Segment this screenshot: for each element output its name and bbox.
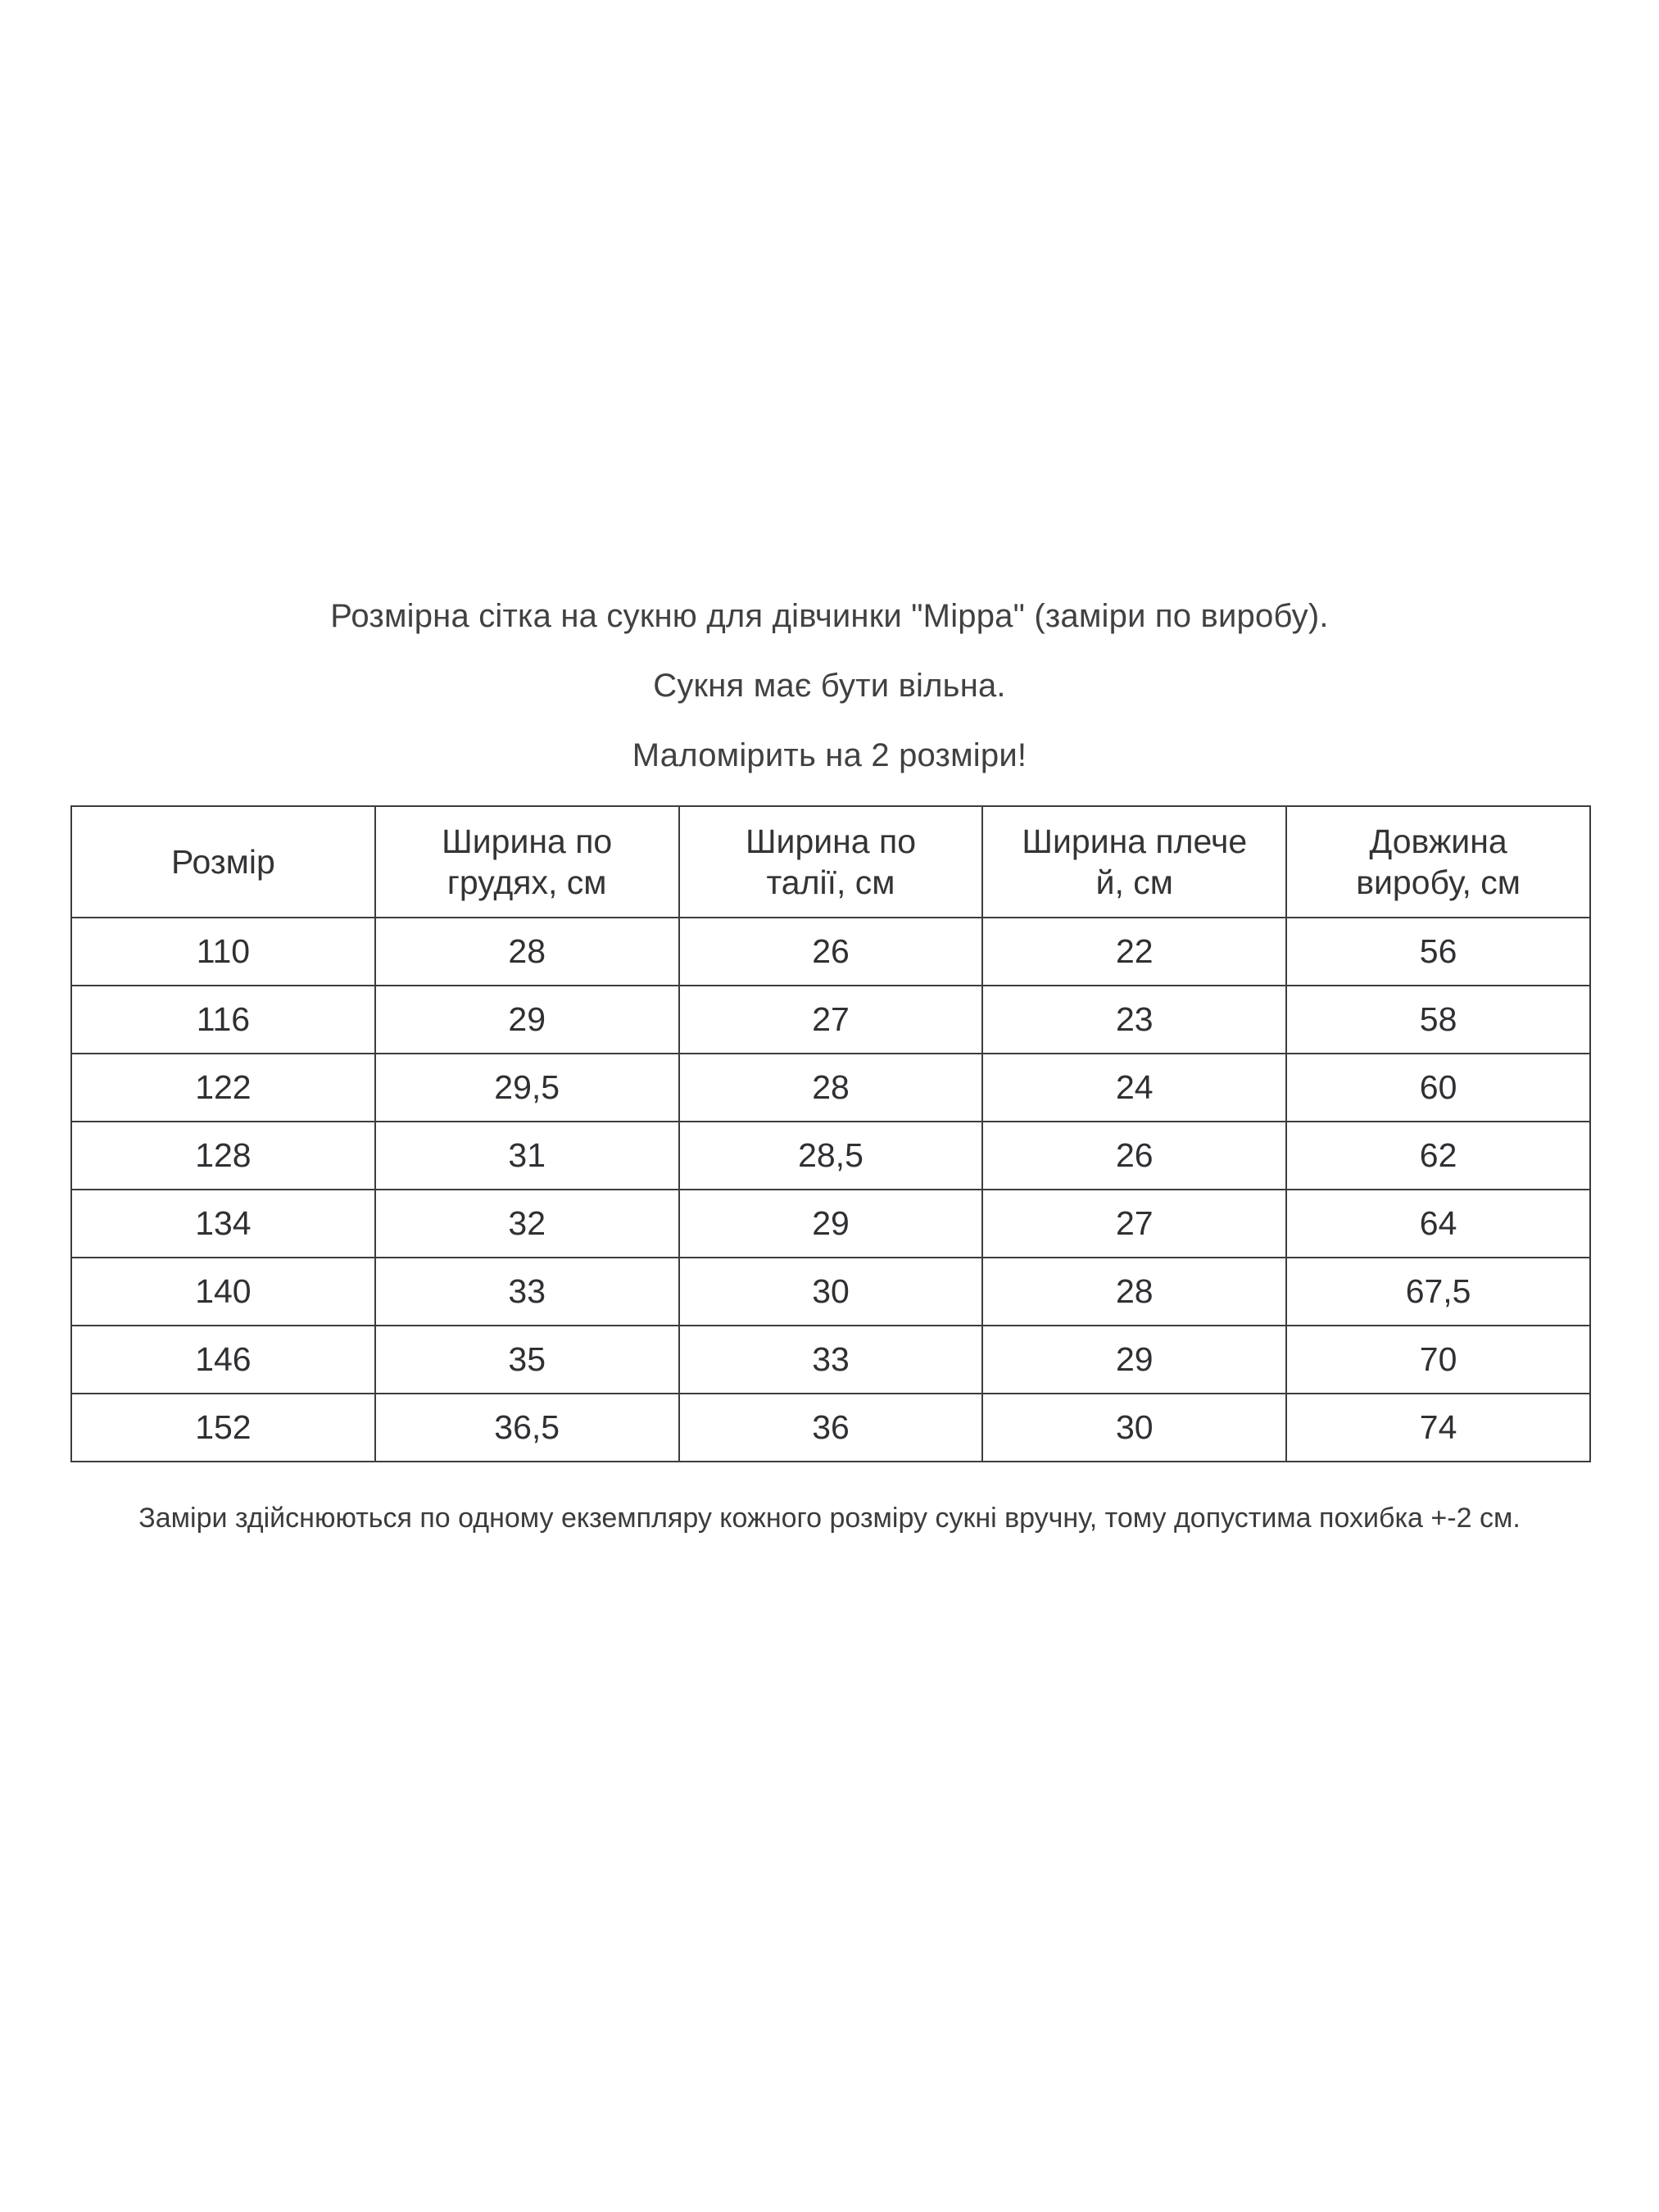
col-header-waist-width: Ширина по талії, см xyxy=(678,805,984,918)
page-title: Розмірна сітка на сукню для дівчинки "Мі… xyxy=(330,598,1329,634)
table-cell: 22 xyxy=(981,917,1288,986)
measurement-tolerance-note: Заміри здійснюються по одному екземпляру… xyxy=(138,1503,1521,1534)
table-cell: 33 xyxy=(374,1257,680,1326)
table-cell: 116 xyxy=(70,985,376,1054)
table-cell: 140 xyxy=(70,1257,376,1326)
table-cell: 56 xyxy=(1285,917,1591,986)
header-row: Розмір Ширина по грудях, см Ширина по та… xyxy=(70,805,1591,918)
table-cell: 152 xyxy=(70,1393,376,1462)
table-cell: 122 xyxy=(70,1053,376,1122)
table-cell: 29 xyxy=(374,985,680,1054)
table-cell: 26 xyxy=(678,917,984,986)
table-cell: 67,5 xyxy=(1285,1257,1591,1326)
col-header-product-length: Довжина виробу, см xyxy=(1285,805,1591,918)
table-cell: 110 xyxy=(70,917,376,986)
table-cell: 36 xyxy=(678,1393,984,1462)
col-header-size: Розмір xyxy=(70,805,376,918)
table-cell: 30 xyxy=(678,1257,984,1326)
table-cell: 33 xyxy=(678,1325,984,1394)
table-cell: 29,5 xyxy=(374,1053,680,1122)
table-cell: 26 xyxy=(981,1121,1288,1190)
table-cell: 23 xyxy=(981,985,1288,1054)
col-header-chest-width: Ширина по грудях, см xyxy=(374,805,680,918)
table-row: 122 29,5 28 24 60 xyxy=(70,1053,1591,1122)
table-cell: 29 xyxy=(678,1189,984,1258)
table-cell: 32 xyxy=(374,1189,680,1258)
table-cell: 27 xyxy=(981,1189,1288,1258)
col-header-shoulder-width: Ширина плече й, см xyxy=(981,805,1288,918)
table-cell: 28 xyxy=(374,917,680,986)
table-row: 140 33 30 28 67,5 xyxy=(70,1257,1591,1326)
size-chart-table: Розмір Ширина по грудях, см Ширина по та… xyxy=(70,805,1591,1462)
table-row: 134 32 29 27 64 xyxy=(70,1189,1591,1258)
size-chart-body: 110 28 26 22 56 116 29 27 23 58 122 29,5 28 24 60 128 31… xyxy=(70,917,1591,1462)
table-cell: 35 xyxy=(374,1325,680,1394)
table-cell: 24 xyxy=(981,1053,1288,1122)
table-row: 146 35 33 29 70 xyxy=(70,1325,1591,1394)
table-cell: 31 xyxy=(374,1121,680,1190)
table-cell: 146 xyxy=(70,1325,376,1394)
table-cell: 30 xyxy=(981,1393,1288,1462)
table-row: 128 31 28,5 26 62 xyxy=(70,1121,1591,1190)
table-cell: 128 xyxy=(70,1121,376,1190)
table-cell: 64 xyxy=(1285,1189,1591,1258)
table-cell: 28 xyxy=(981,1257,1288,1326)
table-row: 110 28 26 22 56 xyxy=(70,917,1591,986)
table-cell: 62 xyxy=(1285,1121,1591,1190)
table-cell: 134 xyxy=(70,1189,376,1258)
table-cell: 36,5 xyxy=(374,1393,680,1462)
table-cell: 70 xyxy=(1285,1325,1591,1394)
table-cell: 27 xyxy=(678,985,984,1054)
table-cell: 58 xyxy=(1285,985,1591,1054)
table-cell: 28 xyxy=(678,1053,984,1122)
table-row: 152 36,5 36 30 74 xyxy=(70,1393,1591,1462)
subtitle-sizing-warning: Маломірить на 2 розміри! xyxy=(632,737,1027,773)
table-cell: 28,5 xyxy=(678,1121,984,1190)
size-chart-header: Розмір Ширина по грудях, см Ширина по та… xyxy=(70,805,1591,918)
table-cell: 74 xyxy=(1285,1393,1591,1462)
table-cell: 60 xyxy=(1285,1053,1591,1122)
subtitle-fit-note: Сукня має бути вільна. xyxy=(653,668,1006,704)
title-block: Розмірна сітка на сукню для дівчинки "Мі… xyxy=(0,0,1659,775)
table-row: 116 29 27 23 58 xyxy=(70,985,1591,1054)
table-cell: 29 xyxy=(981,1325,1288,1394)
